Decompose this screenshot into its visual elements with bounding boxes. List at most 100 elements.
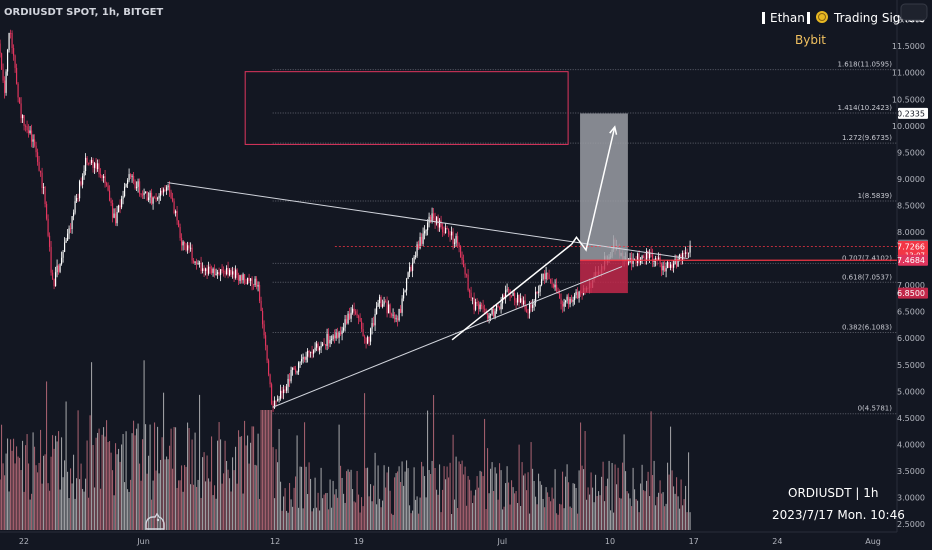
volume-bar: [359, 512, 361, 530]
volume-bar: [640, 483, 642, 530]
volume-bar: [667, 462, 669, 530]
candle-down: [485, 309, 487, 314]
volume-bar: [559, 503, 561, 530]
candle-up: [122, 196, 124, 199]
tradingview-logo-icon[interactable]: [145, 512, 165, 530]
volume-bar: [277, 462, 279, 530]
volume-bar: [307, 494, 309, 530]
stop-zone[interactable]: [580, 260, 628, 294]
volume-bar: [2, 463, 4, 530]
candle-up: [231, 271, 234, 275]
candle-down: [452, 231, 454, 244]
volume-bar: [470, 490, 472, 530]
volume-bar: [577, 513, 579, 530]
candle-down: [417, 244, 420, 249]
volume-bar: [481, 471, 483, 530]
candle-up: [564, 300, 567, 303]
candle-up: [60, 257, 63, 265]
volume-bar: [59, 489, 61, 530]
volume-bar: [263, 410, 265, 530]
candle-down: [251, 278, 253, 285]
volume-bar: [497, 499, 499, 530]
volume-bar: [449, 462, 451, 530]
candle-down: [99, 174, 102, 176]
volume-bar: [104, 436, 106, 530]
volume-bar: [236, 483, 238, 530]
candle-down: [420, 236, 423, 244]
volume-bar: [68, 498, 70, 530]
triangle-upper-line[interactable]: [167, 182, 688, 260]
candle-down: [24, 125, 27, 127]
candle-down: [51, 272, 54, 279]
candle-up: [329, 339, 331, 344]
drawings[interactable]: [167, 71, 897, 408]
volume-bar: [632, 467, 634, 530]
triangle-lower-line[interactable]: [272, 266, 623, 408]
candle-down: [233, 271, 235, 278]
candle-down: [363, 336, 366, 338]
arrow-head-icon: [609, 125, 618, 135]
volume-bar: [170, 428, 172, 530]
volume-bar: [605, 486, 607, 530]
volume-bar: [446, 466, 448, 530]
volume-bar: [671, 470, 673, 530]
candle-up: [666, 262, 669, 269]
volume-bar: [259, 498, 261, 530]
candle-up: [423, 231, 426, 234]
candle-down: [513, 293, 516, 301]
candle-up: [158, 195, 160, 199]
candle-down: [459, 246, 462, 258]
time-axis[interactable]: 22 Jun 12 19 Jul 10 17 24 Aug: [19, 537, 881, 546]
price-tick-label: 9.0000: [897, 175, 925, 184]
candle-up: [431, 213, 433, 222]
candle-down: [576, 291, 579, 299]
volume-bar: [490, 468, 492, 530]
volume-bar: [496, 473, 498, 530]
volume-bar: [578, 470, 580, 530]
projection-arrow[interactable]: [451, 243, 573, 341]
price-tick-label: 11.5000: [892, 42, 925, 51]
volume-bar: [434, 467, 436, 530]
candle-up: [504, 290, 507, 299]
volume-bar: [388, 466, 390, 530]
candle-down: [675, 258, 678, 267]
volume-bar: [502, 509, 504, 530]
volume-bar: [647, 471, 649, 530]
candle-up: [93, 163, 96, 168]
volume-bar: [11, 450, 13, 530]
volume-bar: [514, 493, 516, 530]
price-tick-label: 3.5000: [897, 467, 925, 476]
candle-up: [566, 296, 568, 301]
volume-bar: [533, 481, 535, 530]
volume-bar: [566, 464, 568, 530]
time-tick-label: 10: [605, 537, 615, 546]
candle-down: [432, 213, 435, 218]
chart-settings-button[interactable]: [900, 3, 928, 21]
candle-down: [359, 318, 361, 322]
candle-up: [162, 189, 165, 193]
candle-down: [237, 275, 240, 281]
candle-up: [674, 258, 676, 264]
supply-zone-box[interactable]: [244, 71, 569, 145]
candle-down: [354, 311, 357, 314]
candle-down: [518, 294, 520, 303]
volume-bar: [302, 508, 304, 530]
candle-down: [245, 282, 247, 284]
target-zone[interactable]: [580, 113, 628, 261]
candle-up: [63, 242, 66, 252]
volume-bar: [574, 483, 576, 530]
candle-down: [660, 263, 663, 271]
candle-up: [377, 303, 379, 307]
volume-bar: [511, 480, 513, 530]
volume-bar: [455, 456, 457, 530]
volume-bar: [379, 498, 381, 530]
candle-up: [528, 304, 531, 314]
projection-arrow[interactable]: [571, 126, 616, 252]
candle-up: [128, 174, 130, 181]
volume-bar: [157, 426, 159, 530]
candle-down: [284, 389, 286, 391]
candle-up: [65, 240, 67, 243]
volume-bar: [269, 410, 271, 530]
volume-bar: [128, 491, 130, 530]
